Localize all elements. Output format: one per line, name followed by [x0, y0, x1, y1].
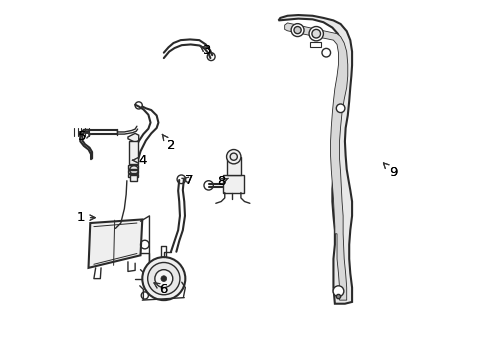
Text: 5: 5 — [78, 130, 92, 144]
Bar — [129, 175, 137, 181]
Circle shape — [142, 257, 185, 300]
Bar — [309, 41, 320, 47]
Text: 9: 9 — [383, 163, 397, 179]
Text: 8: 8 — [217, 175, 228, 188]
Text: 4: 4 — [132, 154, 146, 167]
Circle shape — [293, 27, 301, 34]
Bar — [128, 174, 138, 177]
Circle shape — [226, 149, 241, 164]
Bar — [223, 175, 244, 193]
Text: 3: 3 — [200, 44, 211, 57]
Circle shape — [230, 153, 237, 160]
Polygon shape — [88, 220, 142, 268]
Circle shape — [336, 294, 340, 299]
Bar — [226, 157, 241, 175]
Text: 9: 9 — [383, 163, 397, 179]
Text: 4: 4 — [132, 154, 146, 167]
Text: 6: 6 — [154, 283, 168, 296]
Text: 8: 8 — [217, 175, 228, 188]
Polygon shape — [278, 15, 351, 304]
Text: 1: 1 — [76, 211, 95, 224]
Circle shape — [290, 24, 304, 37]
Text: 2: 2 — [162, 134, 175, 152]
Circle shape — [336, 104, 344, 113]
Text: 1: 1 — [76, 211, 95, 224]
Circle shape — [308, 27, 323, 41]
Circle shape — [161, 276, 166, 282]
Bar — [129, 140, 138, 164]
Text: 7: 7 — [182, 174, 193, 186]
Circle shape — [147, 262, 180, 295]
Text: 2: 2 — [162, 134, 175, 152]
Circle shape — [332, 286, 343, 297]
Polygon shape — [284, 23, 347, 300]
Circle shape — [321, 48, 330, 57]
Bar — [128, 165, 138, 168]
Circle shape — [311, 30, 320, 38]
Polygon shape — [128, 134, 139, 142]
Bar — [128, 170, 138, 173]
Text: 3: 3 — [200, 44, 211, 57]
Circle shape — [155, 270, 172, 288]
Text: 6: 6 — [154, 283, 168, 296]
Text: 7: 7 — [182, 174, 193, 186]
Text: 5: 5 — [78, 130, 92, 144]
